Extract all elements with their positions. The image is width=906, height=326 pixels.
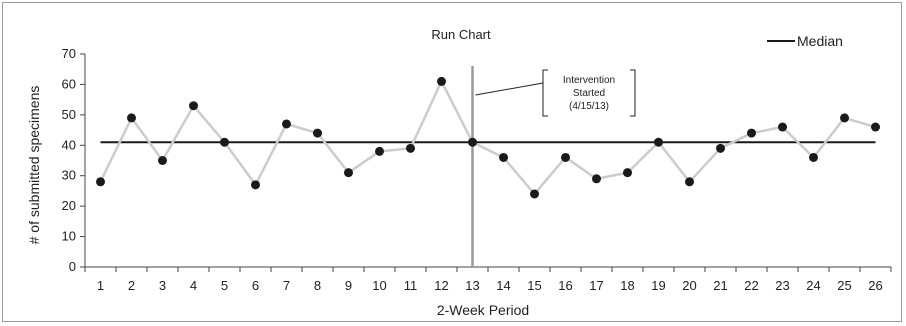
x-tick-label: 16	[558, 278, 572, 293]
x-tick-label: 7	[283, 278, 290, 293]
data-point	[406, 143, 415, 153]
y-tick-label: 30	[62, 168, 76, 183]
data-point	[654, 137, 663, 147]
data-point	[344, 168, 353, 178]
data-point	[189, 101, 198, 111]
x-tick-label: 6	[252, 278, 259, 293]
data-point	[468, 137, 477, 147]
intervention-annotation: Intervention Started (4/15/13)	[475, 69, 636, 117]
data-point	[623, 168, 632, 178]
x-tick-label: 1	[97, 278, 104, 293]
x-tick-label: 12	[434, 278, 448, 293]
data-point	[127, 113, 136, 123]
y-tick-label: 20	[62, 198, 76, 213]
annotation-bracket-right	[630, 69, 636, 117]
data-point	[251, 180, 260, 190]
y-tick-label: 10	[62, 229, 76, 244]
annotation-label: Intervention	[563, 75, 615, 86]
x-tick-label: 24	[806, 278, 820, 293]
x-tick-label: 18	[620, 278, 634, 293]
annotation-label: (4/15/13)	[569, 101, 609, 112]
x-tick-label: 8	[314, 278, 321, 293]
x-tick-label: 14	[496, 278, 510, 293]
y-ticks: 0 10 20 30 40 50 60 70	[62, 46, 85, 274]
data-point	[778, 122, 787, 132]
annotation-label: Started	[573, 88, 605, 99]
data-point	[871, 122, 880, 132]
x-tick-label: 26	[868, 278, 882, 293]
data-point	[96, 177, 105, 187]
data-point	[158, 156, 167, 165]
annotation-leader-line	[475, 82, 544, 96]
x-ticks: 1 2 3 4 5 6 7 8 9 10 11 12 13 14 15 16 17 18 19 20 21 22 23 24 2…	[84, 267, 892, 293]
y-tick-label: 60	[62, 76, 76, 91]
x-tick-label: 15	[527, 278, 541, 293]
data-point	[840, 113, 849, 123]
x-tick-label: 9	[345, 278, 352, 293]
y-tick-label: 0	[69, 259, 76, 274]
chart-frame: Run Chart Median # of submitted specimen…	[2, 2, 902, 322]
x-tick-label: 19	[651, 278, 665, 293]
data-point	[561, 152, 570, 162]
x-tick-label: 10	[372, 278, 386, 293]
annotation-bracket-left	[542, 69, 548, 117]
x-tick-label: 25	[837, 278, 851, 293]
x-axis-title: 2-Week Period	[437, 302, 529, 318]
x-tick-label: 23	[775, 278, 789, 293]
series-line	[99, 78, 876, 196]
data-point	[685, 177, 694, 187]
x-tick-label: 21	[713, 278, 727, 293]
axes	[84, 54, 891, 268]
data-point	[809, 152, 818, 162]
y-axis-title: # of submitted specimens	[26, 86, 42, 245]
x-tick-label: 4	[190, 278, 197, 293]
x-tick-label: 2	[128, 278, 135, 293]
data-point	[747, 128, 756, 138]
legend-median-label: Median	[797, 33, 843, 49]
data-point	[592, 174, 601, 184]
chart-title: Run Chart	[431, 27, 491, 42]
x-tick-label: 22	[744, 278, 758, 293]
y-tick-label: 50	[62, 107, 76, 122]
data-point	[437, 76, 446, 86]
data-point	[499, 152, 508, 162]
x-tick-label: 13	[465, 278, 479, 293]
legend: Median	[767, 33, 843, 49]
x-tick-label: 17	[589, 278, 603, 293]
x-tick-label: 20	[682, 278, 696, 293]
x-tick-label: 3	[159, 278, 166, 293]
data-point	[530, 189, 539, 199]
x-tick-label: 11	[404, 278, 418, 293]
run-chart: Run Chart Median # of submitted specimen…	[26, 27, 892, 318]
x-tick-label: 5	[221, 278, 228, 293]
data-point	[375, 146, 384, 156]
series-layer	[96, 76, 880, 199]
data-point	[282, 119, 291, 129]
data-point	[313, 128, 322, 138]
y-tick-label: 40	[62, 137, 76, 152]
data-point	[716, 143, 725, 153]
y-tick-label: 70	[62, 46, 76, 61]
data-point	[220, 137, 229, 147]
